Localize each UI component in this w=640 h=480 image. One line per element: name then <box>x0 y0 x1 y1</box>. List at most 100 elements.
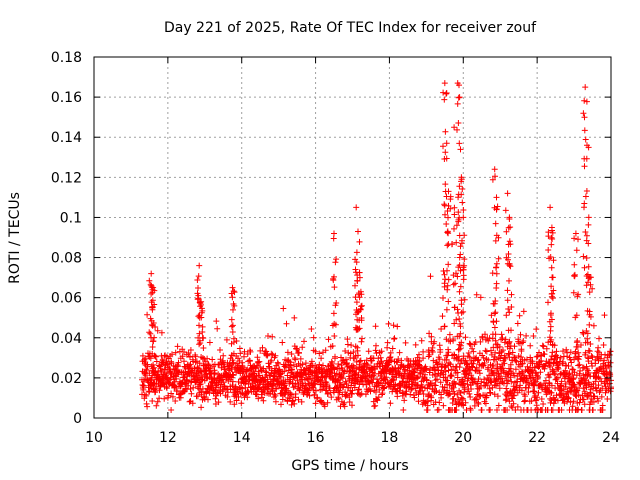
roti-point <box>457 360 464 367</box>
roti-point <box>148 321 155 328</box>
roti-point <box>265 333 271 339</box>
roti-point <box>535 389 542 396</box>
x-axis-label: GPS time / hours <box>291 458 408 474</box>
roti-point <box>292 380 299 387</box>
x-tick-label: 12 <box>159 430 177 446</box>
roti-point <box>297 355 304 362</box>
roti-point <box>353 358 360 365</box>
roti-point <box>505 377 512 384</box>
roti-point <box>547 323 554 330</box>
roti-point <box>481 360 488 366</box>
roti-point <box>548 291 555 297</box>
plot-frame <box>93 56 612 419</box>
roti-point <box>312 400 319 407</box>
roti-point <box>471 402 478 409</box>
roti-point <box>461 296 468 303</box>
roti-point <box>518 354 524 360</box>
roti-point <box>482 331 488 338</box>
roti-point <box>507 241 514 248</box>
roti-point <box>152 368 159 374</box>
roti-point <box>426 330 433 337</box>
roti-point <box>542 377 549 384</box>
roti-point <box>435 406 442 413</box>
roti-point <box>411 394 418 401</box>
roti-point <box>441 323 448 330</box>
roti-point <box>204 355 211 362</box>
roti-point <box>353 204 360 211</box>
roti-point <box>533 353 540 360</box>
roti-point <box>336 365 343 372</box>
roti-point <box>589 285 596 292</box>
roti-point <box>387 349 394 356</box>
roti-point <box>473 291 480 298</box>
roti-point <box>230 335 237 342</box>
roti-point <box>451 211 458 218</box>
roti-point <box>576 399 583 406</box>
roti-point <box>311 391 318 398</box>
roti-point <box>169 351 175 358</box>
roti-point <box>260 397 267 404</box>
roti-point <box>217 347 223 353</box>
roti-point <box>489 270 496 277</box>
roti-point <box>454 273 461 280</box>
roti-point <box>492 298 499 304</box>
roti-point <box>385 320 392 327</box>
roti-point <box>146 329 153 336</box>
roti-point <box>332 259 339 266</box>
roti-point <box>519 360 526 367</box>
roti-point <box>475 356 482 363</box>
roti-point <box>586 321 593 328</box>
roti-point <box>549 229 556 236</box>
roti-point <box>299 344 306 351</box>
roti-point <box>384 344 391 351</box>
roti-point <box>458 401 465 408</box>
roti-point <box>495 402 502 409</box>
roti-point <box>354 277 361 284</box>
roti-point <box>445 276 452 283</box>
roti-point <box>585 355 592 362</box>
roti-point <box>186 398 193 405</box>
roti-point <box>449 241 456 247</box>
roti-point <box>394 393 401 400</box>
roti-point <box>192 359 199 366</box>
roti-point <box>428 394 435 401</box>
roti-point <box>375 380 382 387</box>
roti-point <box>235 378 242 385</box>
roti-point <box>549 341 556 348</box>
roti-point <box>394 323 401 330</box>
roti-point <box>331 273 337 280</box>
roti-point <box>477 393 484 400</box>
roti-point <box>573 247 580 254</box>
roti-point <box>174 368 181 375</box>
roti-point <box>485 357 492 363</box>
roti-point <box>437 379 444 386</box>
roti-point <box>356 386 362 393</box>
roti-point <box>506 214 513 221</box>
roti-point <box>583 384 590 391</box>
roti-point <box>441 201 448 208</box>
roti-point <box>354 344 361 351</box>
roti-point <box>357 357 364 364</box>
roti-point <box>271 380 277 387</box>
roti-point <box>549 349 556 356</box>
roti-point <box>507 263 514 270</box>
roti-point <box>195 273 202 280</box>
roti-point <box>472 395 479 402</box>
roti-point <box>451 204 458 211</box>
roti-point <box>378 358 385 365</box>
roti-point <box>595 398 602 404</box>
roti-point <box>456 333 463 340</box>
roti-point <box>583 232 590 239</box>
roti-point <box>511 372 518 379</box>
roti-point <box>463 371 470 378</box>
roti-point <box>581 401 588 408</box>
roti-point <box>296 387 303 394</box>
roti-point <box>447 196 454 203</box>
roti-point <box>153 358 160 365</box>
roti-point <box>399 389 406 396</box>
roti-point <box>560 358 566 365</box>
roti-point <box>212 384 219 391</box>
roti-point <box>451 320 458 327</box>
roti-point <box>460 380 467 387</box>
roti-point <box>195 313 202 320</box>
